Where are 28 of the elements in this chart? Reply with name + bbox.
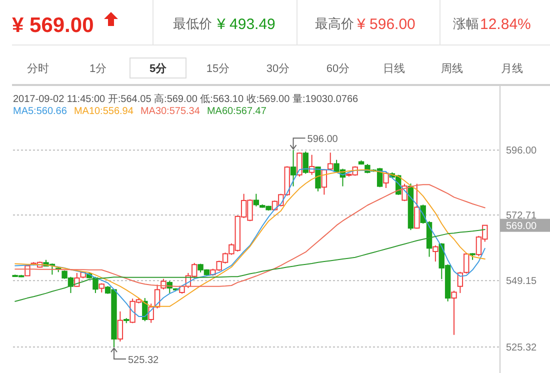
text: MA60:567.47 (206, 106, 267, 117)
text: 1分 (89, 63, 107, 75)
y-tick-label: 572.71 (506, 210, 538, 222)
text: 5分 (149, 62, 168, 75)
text: 12.84% (480, 16, 531, 33)
text: ¥ 569.00 (12, 14, 94, 37)
text: 月线 (501, 62, 523, 75)
annotation: 525.32 (128, 355, 160, 366)
y-tick-label: 525.32 (506, 342, 538, 354)
y-tick-label: 596.00 (506, 146, 538, 157)
text: 涨幅 (453, 16, 479, 31)
text: 最低价 (173, 16, 212, 31)
text: 15分 (206, 63, 230, 75)
text: MA30:575.34 (140, 106, 200, 117)
text: 日线 (383, 62, 405, 75)
y-tick-label: 549.15 (506, 276, 538, 288)
annotation: 596.00 (307, 134, 338, 146)
text: 569.00 (506, 220, 538, 232)
text: ¥ 493.49 (216, 16, 276, 33)
text: 60分 (326, 63, 350, 75)
text: 最高价 (315, 16, 354, 31)
text: 30分 (266, 63, 290, 75)
text: MA5:560.66 (13, 106, 68, 117)
text: 2017-09-02 11:45:00 开:564.05 高:569.00 低:563.10 收:569.00 量:19030.0766 (13, 93, 359, 105)
text: MA10:556.94 (74, 106, 134, 117)
text: 分时 (27, 62, 49, 75)
text: ¥ 596.00 (356, 16, 416, 33)
text: 周线 (441, 62, 463, 75)
